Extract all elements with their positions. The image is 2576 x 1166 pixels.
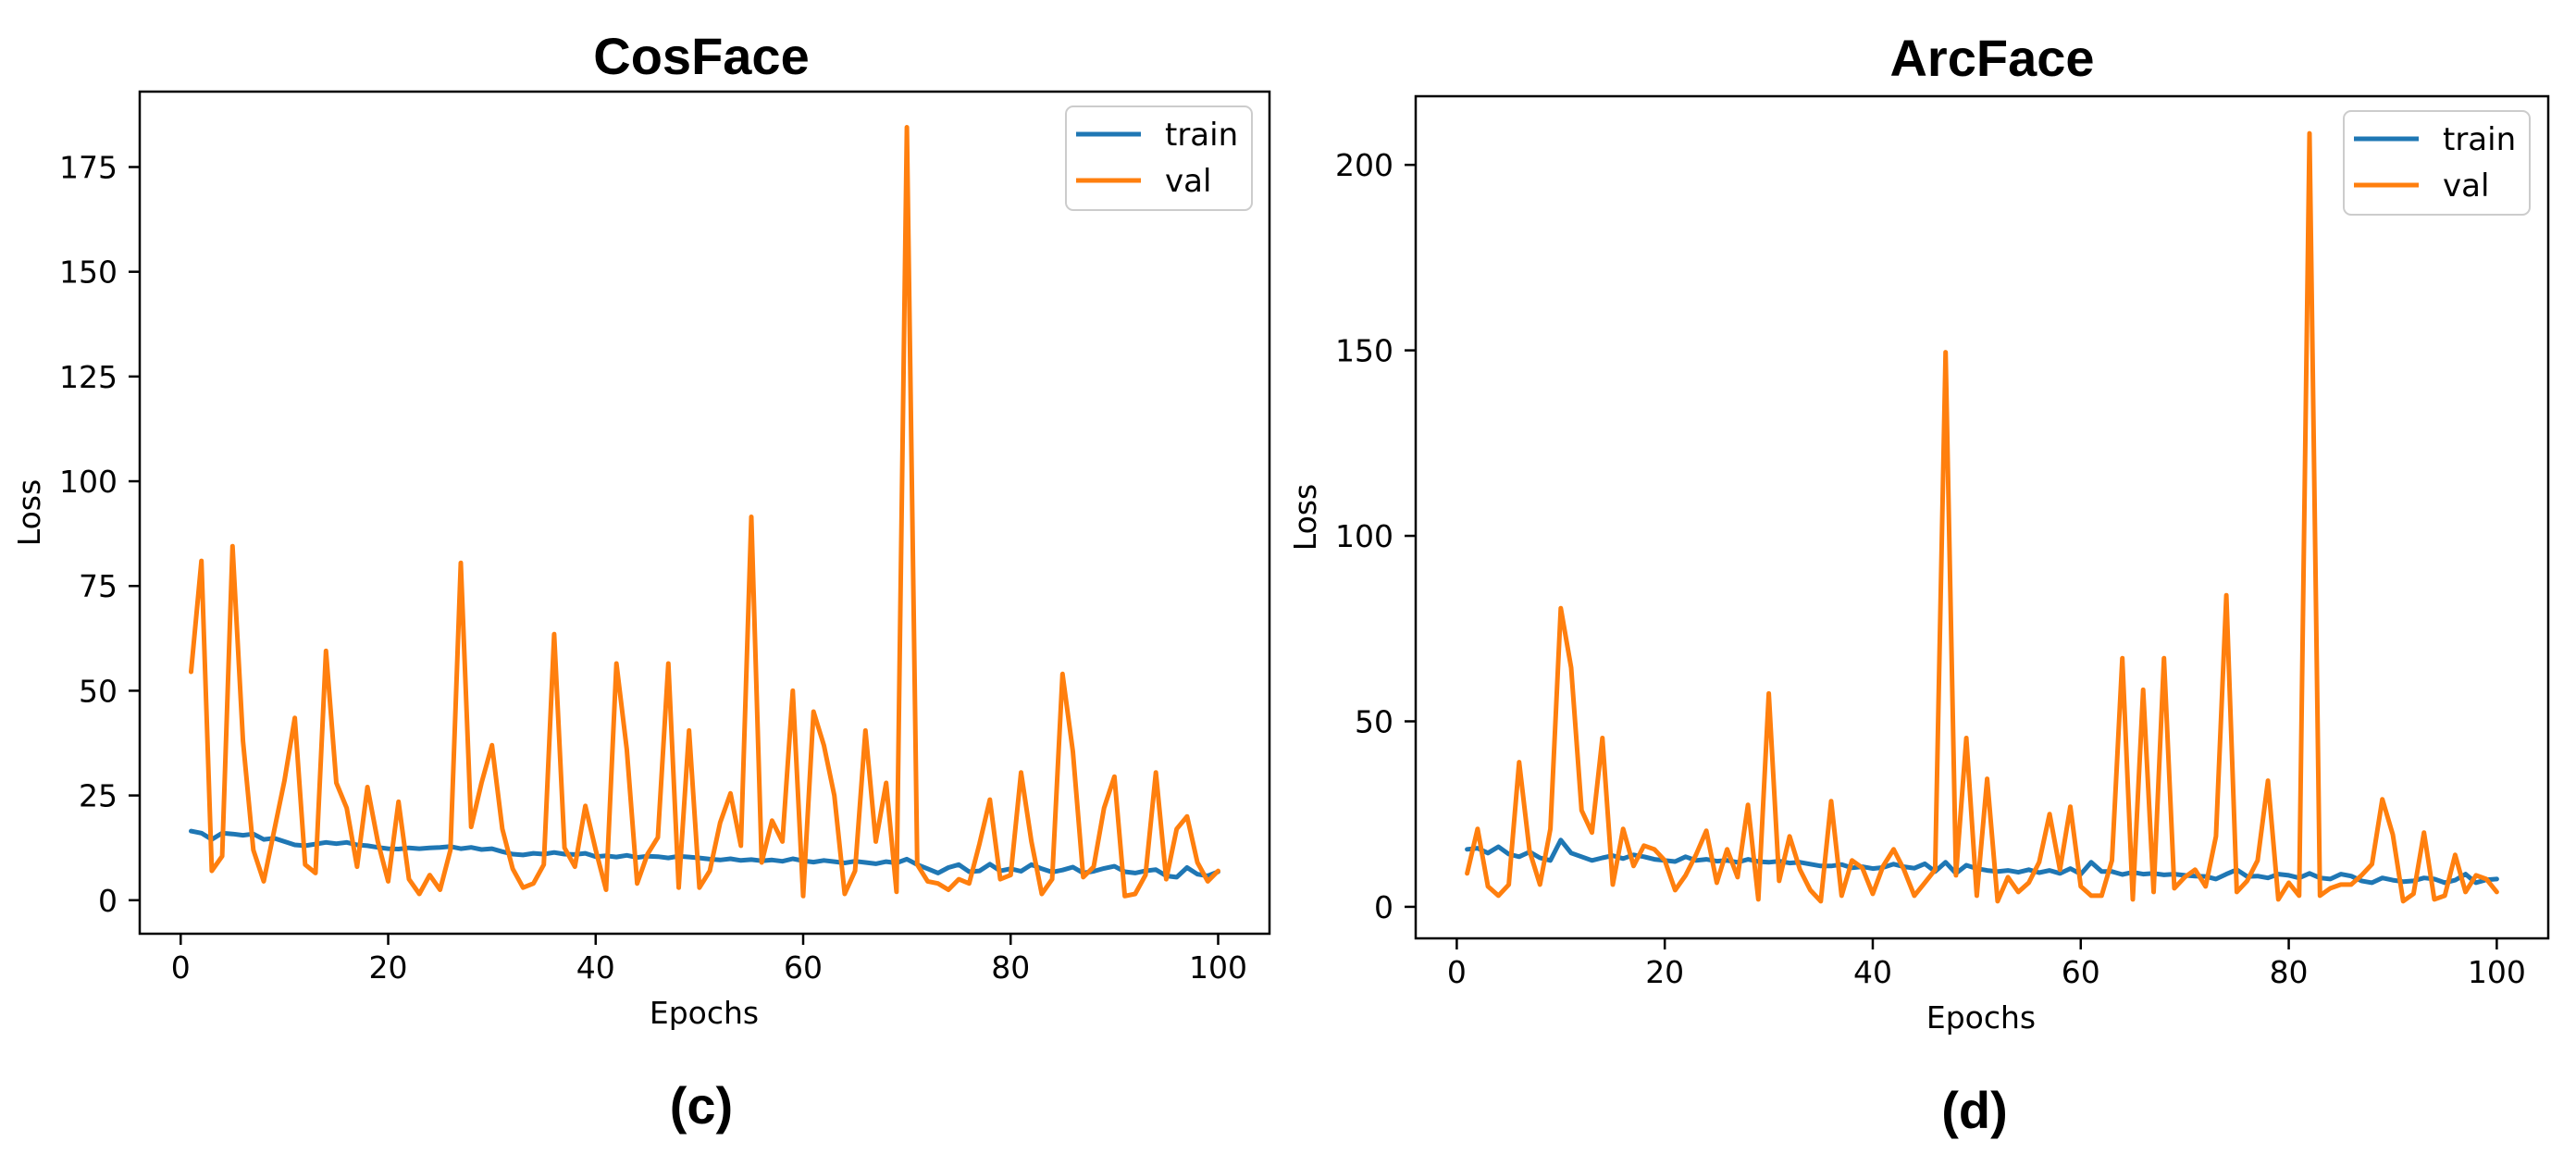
y-tick-label: 75 xyxy=(79,568,118,604)
chart-title: ArcFace xyxy=(1889,29,2094,87)
y-axis-ticks: 0 25 50 75 100 125 150 175 xyxy=(59,149,140,919)
y-tick-label: 100 xyxy=(1335,518,1393,554)
train-line xyxy=(189,828,1220,880)
plot-area xyxy=(140,92,1269,934)
y-tick-label: 25 xyxy=(79,778,118,814)
y-tick-label: 175 xyxy=(59,149,118,185)
y-tick-label: 0 xyxy=(98,883,118,919)
y-tick-label: 150 xyxy=(59,254,118,291)
x-tick-label: 60 xyxy=(2062,954,2100,990)
x-tick-label: 40 xyxy=(576,949,615,986)
x-tick-label: 100 xyxy=(1189,949,1247,986)
panel-caption: (d) xyxy=(1941,1081,2008,1139)
x-tick-label: 0 xyxy=(171,949,191,986)
legend-train-label: train xyxy=(1165,117,1238,154)
y-tick-label: 150 xyxy=(1335,333,1393,369)
legend: train val xyxy=(2343,110,2531,216)
y-tick-label: 200 xyxy=(1335,147,1393,183)
y-axis-label: Loss xyxy=(1287,484,1323,551)
legend-val-label: val xyxy=(2443,167,2489,205)
x-tick-label: 100 xyxy=(2468,954,2526,990)
y-axis-label: Loss xyxy=(11,479,47,546)
y-tick-label: 50 xyxy=(79,673,118,709)
y-axis-ticks: 0 50 100 150 200 xyxy=(1335,147,1416,925)
x-tick-label: 80 xyxy=(991,949,1030,986)
y-tick-label: 50 xyxy=(1355,703,1393,739)
val-line xyxy=(189,125,1220,899)
panel-caption: (c) xyxy=(670,1076,733,1135)
plot-frame xyxy=(1414,94,2550,940)
arcface-chart: ArcFace 0 20 40 60 80 100 0 50 100 150 200 Epochs… xyxy=(1287,29,2550,1139)
chart-title: CosFace xyxy=(593,27,809,85)
x-tick-label: 20 xyxy=(369,949,408,986)
x-tick-label: 40 xyxy=(1853,954,1892,990)
x-tick-label: 0 xyxy=(1447,954,1467,990)
legend-train-label: train xyxy=(2443,121,2516,158)
plot-frame xyxy=(138,90,1271,936)
x-tick-label: 80 xyxy=(2270,954,2309,990)
x-tick-label: 20 xyxy=(1645,954,1684,990)
x-axis-ticks: 0 20 40 60 80 100 xyxy=(1447,938,2526,990)
legend-val-label: val xyxy=(1165,163,1211,200)
x-tick-label: 60 xyxy=(784,949,823,986)
x-axis-label: Epochs xyxy=(650,995,759,1031)
x-axis-label: Epochs xyxy=(1926,999,2036,1036)
val-line xyxy=(1465,130,2499,904)
y-tick-label: 100 xyxy=(59,464,118,500)
cosface-chart: CosFace 0 20 40 60 80 100 0 25 50 75 100 125 150 175… xyxy=(11,27,1271,1135)
legend: train val xyxy=(1065,105,1253,211)
y-tick-label: 125 xyxy=(59,359,118,395)
x-axis-ticks: 0 20 40 60 80 100 xyxy=(171,934,1247,986)
y-tick-label: 0 xyxy=(1374,889,1393,925)
